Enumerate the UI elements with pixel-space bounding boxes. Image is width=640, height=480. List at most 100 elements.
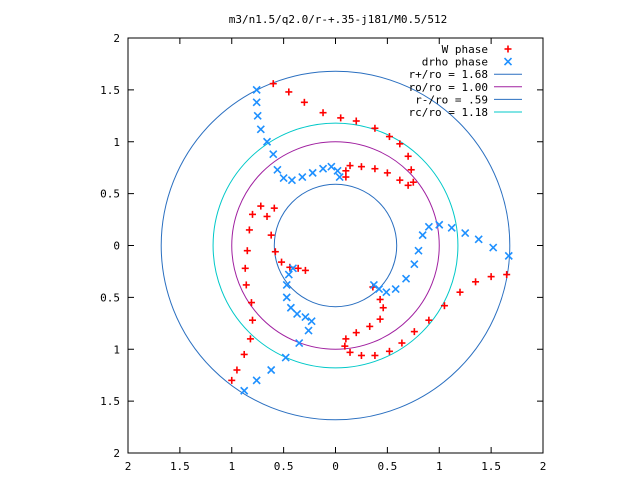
marker-stroke [418,231,427,240]
drho-phase-point [418,231,427,240]
w-phase-point [342,167,350,175]
w-phase-point [300,98,308,106]
legend-marker-sample [504,45,512,53]
w-phase-point [456,288,464,296]
y-tick-label: 0.5 [100,291,120,304]
w-phase-point [366,322,374,330]
w-phase-point [249,316,256,324]
w-phase-point [371,351,379,359]
y-tick-label: 1.5 [100,395,120,408]
w-phase-point [278,258,286,266]
x-tick-label: 0.5 [377,460,397,473]
marker-stroke [252,98,261,107]
drho-phase-point [410,260,419,269]
marker-stroke [382,288,391,297]
w-phase-point [409,178,417,186]
w-phase-point [440,302,448,310]
w-phase-point [352,117,360,125]
drho-phase-point [447,223,456,232]
drho-phase-point [489,243,498,252]
marker-stroke [267,365,276,375]
w-phase-point [241,264,249,272]
drho-phase-point [391,285,400,294]
circle-series-line [231,141,440,350]
w-phase-point [383,169,391,177]
w-phase-point [357,351,365,359]
legend-label: ro/ro = 1.00 [409,81,488,94]
w-phase-point [396,140,404,148]
x-tick-label: 2 [540,460,547,473]
x-tick-label: 1 [436,460,443,473]
circle-series-line [160,70,511,421]
w-phase-point [376,315,384,323]
marker-stroke [375,285,384,294]
y-tick-label: 0 [113,240,120,253]
w-phase-point [269,80,277,88]
drho-phase-point [284,270,293,279]
drho-phase-point [252,85,261,94]
marker-stroke [307,317,316,326]
drho-phase-point [273,165,282,174]
legend-label: drho phase [422,56,488,69]
drho-phase-point [327,162,336,171]
w-phase-point [371,165,379,173]
x-tick-label: 0.5 [274,460,294,473]
legend-entry: W phase [442,43,512,56]
w-phase-point [346,348,354,356]
legend-entry: rc/ro = 1.18 [409,106,522,119]
marker-stroke [424,222,433,231]
w-phase-point [257,202,265,210]
w-phase-point [379,304,387,312]
marker-stroke [301,313,310,322]
drho-phase-point [287,176,296,185]
marker-stroke [284,270,293,279]
w-phase-point [285,88,293,96]
marker-stroke [391,285,400,294]
drho-phase-point [269,150,278,159]
y-tick-label: 1 [113,136,120,149]
phase-points [228,80,513,395]
drho-phase-point [301,313,310,322]
w-phase-point [301,266,309,274]
w-phase-point [385,133,393,141]
marker-stroke [295,338,304,348]
w-phase-point [352,329,360,337]
legend-label: rc/ro = 1.18 [409,106,488,119]
marker-stroke [461,228,470,238]
w-phase-point [342,173,350,181]
marker-stroke [410,260,419,269]
y-tick-label: 1 [113,343,120,356]
w-phase-point [404,181,412,189]
drho-phase-point [267,365,276,375]
marker-stroke [414,246,423,255]
w-phase-point [398,339,406,347]
w-phase-point [396,176,404,184]
marker-stroke [489,243,498,252]
marker-stroke [318,164,328,173]
x-tick-label: 1.5 [170,460,190,473]
marker-stroke [308,168,317,177]
marker-stroke [333,166,342,175]
drho-phase-point [308,168,317,177]
y-tick-label: 2 [113,447,120,460]
drho-phase-point [435,220,444,229]
w-phase-point [233,366,241,374]
legend-entry: ro/ro = 1.00 [409,81,522,94]
drho-phase-point [401,274,411,283]
drho-phase-point [286,303,295,312]
drho-phase-point [298,172,307,182]
chart-title: m3/n1.5/q2.0/r-+.35-j181/M0.5/512 [229,13,448,26]
w-phase-point [346,162,354,170]
drho-phase-point [262,137,272,146]
w-phase-point [342,335,350,343]
w-phase-point [263,212,271,220]
drho-phase-point [279,173,288,183]
drho-phase-point [335,172,344,182]
legend-marker-sample [503,57,513,66]
drho-phase-point [382,288,391,297]
drho-phase-point [293,309,302,319]
drho-phase-point [414,246,423,255]
drho-phase-point [295,338,304,348]
drho-phase-point [504,251,513,260]
drho-phase-point [282,293,291,302]
